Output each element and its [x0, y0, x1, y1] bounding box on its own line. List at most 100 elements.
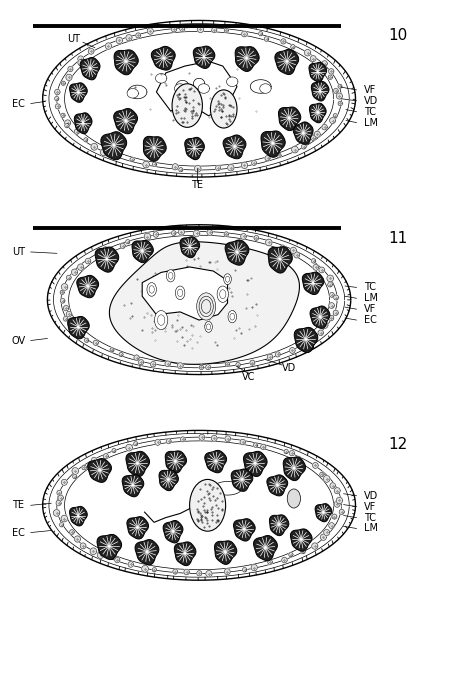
Polygon shape [234, 519, 255, 541]
Polygon shape [143, 161, 149, 168]
Text: VD: VD [282, 363, 296, 373]
Polygon shape [64, 305, 69, 311]
Polygon shape [105, 43, 111, 49]
Polygon shape [283, 457, 306, 481]
Circle shape [147, 283, 156, 296]
Polygon shape [300, 343, 303, 347]
Polygon shape [72, 269, 78, 275]
Polygon shape [80, 57, 100, 80]
Polygon shape [228, 164, 234, 171]
Polygon shape [312, 543, 318, 549]
Polygon shape [68, 66, 73, 72]
Polygon shape [251, 565, 257, 571]
Polygon shape [172, 231, 176, 236]
Polygon shape [281, 39, 286, 44]
Polygon shape [147, 28, 153, 34]
Polygon shape [254, 236, 259, 240]
Polygon shape [264, 37, 269, 42]
Polygon shape [134, 355, 139, 360]
Polygon shape [216, 165, 220, 171]
Polygon shape [174, 84, 186, 93]
Polygon shape [85, 258, 91, 264]
Polygon shape [126, 452, 149, 477]
Polygon shape [159, 470, 178, 491]
Polygon shape [172, 27, 177, 32]
Polygon shape [206, 364, 210, 370]
Polygon shape [65, 123, 69, 128]
Text: LM: LM [364, 118, 378, 127]
Polygon shape [311, 136, 316, 140]
Polygon shape [91, 144, 98, 150]
Text: TE: TE [12, 501, 24, 510]
Polygon shape [338, 84, 342, 89]
Polygon shape [60, 522, 64, 527]
Polygon shape [181, 437, 185, 442]
Polygon shape [301, 144, 306, 149]
Polygon shape [128, 85, 147, 99]
Text: LM: LM [364, 294, 378, 303]
Text: OV: OV [12, 336, 26, 345]
Polygon shape [143, 136, 166, 161]
Polygon shape [212, 27, 217, 33]
Text: LM: LM [364, 524, 378, 533]
Polygon shape [151, 362, 156, 367]
Polygon shape [70, 326, 75, 330]
Polygon shape [329, 118, 336, 123]
Polygon shape [320, 472, 324, 477]
Circle shape [155, 311, 168, 330]
Polygon shape [43, 430, 356, 580]
Polygon shape [101, 131, 127, 160]
Polygon shape [268, 560, 273, 565]
Polygon shape [70, 530, 74, 535]
Polygon shape [155, 439, 161, 445]
Polygon shape [103, 454, 109, 459]
Polygon shape [319, 267, 325, 273]
Polygon shape [155, 74, 167, 83]
Polygon shape [304, 50, 311, 56]
Polygon shape [322, 125, 328, 130]
Polygon shape [55, 104, 60, 109]
Polygon shape [43, 20, 356, 177]
Polygon shape [179, 168, 183, 172]
Circle shape [175, 286, 185, 300]
Polygon shape [318, 330, 323, 336]
Polygon shape [66, 311, 72, 317]
Polygon shape [250, 80, 271, 93]
Polygon shape [328, 282, 332, 287]
Polygon shape [310, 56, 316, 61]
Polygon shape [197, 27, 204, 33]
Polygon shape [80, 543, 86, 549]
Polygon shape [199, 365, 204, 370]
Circle shape [287, 489, 301, 508]
Text: UT: UT [67, 35, 80, 44]
Polygon shape [334, 295, 338, 300]
Polygon shape [244, 452, 267, 477]
Polygon shape [110, 348, 114, 352]
Circle shape [172, 84, 202, 127]
Polygon shape [74, 129, 79, 134]
Polygon shape [213, 481, 242, 495]
Circle shape [166, 270, 175, 282]
Polygon shape [100, 149, 107, 156]
Polygon shape [267, 354, 273, 360]
Polygon shape [134, 441, 138, 446]
Polygon shape [225, 436, 230, 441]
Polygon shape [322, 61, 328, 66]
Polygon shape [224, 28, 228, 33]
Polygon shape [309, 63, 327, 82]
Polygon shape [225, 240, 249, 265]
Text: 11: 11 [389, 231, 408, 246]
Polygon shape [301, 550, 305, 554]
Polygon shape [135, 539, 159, 565]
Polygon shape [242, 31, 247, 37]
Polygon shape [207, 229, 212, 235]
Polygon shape [126, 444, 132, 451]
Polygon shape [337, 93, 342, 99]
Polygon shape [58, 495, 64, 501]
Polygon shape [90, 548, 97, 554]
Text: TC: TC [364, 107, 376, 116]
Polygon shape [312, 462, 318, 469]
Polygon shape [267, 475, 288, 496]
Polygon shape [174, 542, 196, 566]
Polygon shape [74, 113, 92, 133]
